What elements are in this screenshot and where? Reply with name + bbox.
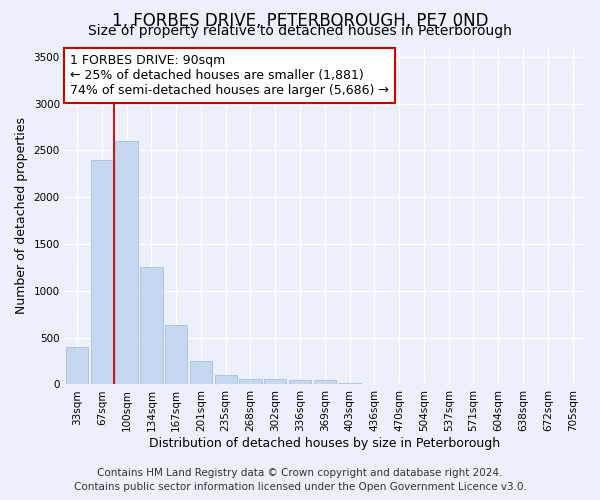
Bar (264, 380, 286, 384)
Bar (140, 268, 163, 384)
Text: 1 FORBES DRIVE: 90sqm
← 25% of detached houses are smaller (1,881)
74% of semi-d: 1 FORBES DRIVE: 90sqm ← 25% of detached … (70, 54, 389, 97)
Bar (115, 141, 138, 384)
Bar (66, 347, 88, 385)
Bar (289, 380, 311, 384)
Text: 1, FORBES DRIVE, PETERBOROUGH, PE7 0ND: 1, FORBES DRIVE, PETERBOROUGH, PE7 0ND (112, 12, 488, 30)
Y-axis label: Number of detached properties: Number of detached properties (15, 118, 28, 314)
Bar (190, 361, 212, 384)
Bar (239, 380, 262, 384)
Bar (91, 160, 113, 384)
Bar (215, 375, 237, 384)
Bar (338, 383, 361, 384)
Bar (314, 380, 336, 384)
Bar (165, 324, 187, 384)
Text: Size of property relative to detached houses in Peterborough: Size of property relative to detached ho… (88, 24, 512, 38)
Text: Contains HM Land Registry data © Crown copyright and database right 2024.
Contai: Contains HM Land Registry data © Crown c… (74, 468, 526, 492)
X-axis label: Distribution of detached houses by size in Peterborough: Distribution of detached houses by size … (149, 437, 500, 450)
